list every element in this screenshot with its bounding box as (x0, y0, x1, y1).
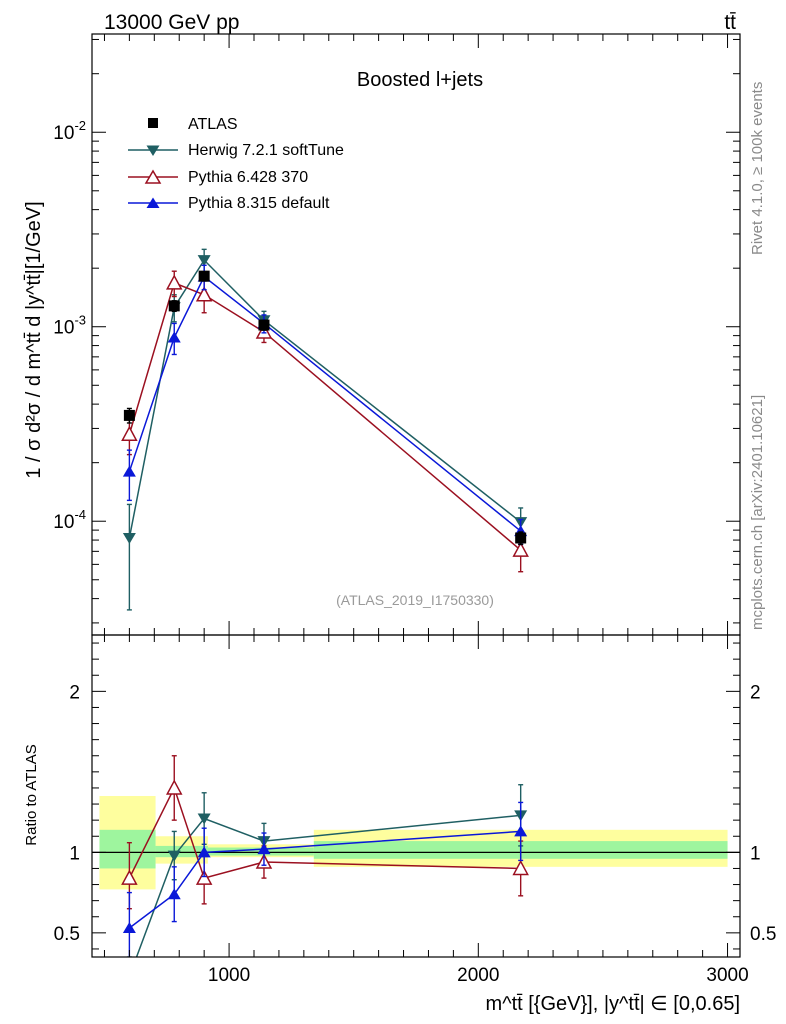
series-line-pythia8 (128, 275, 522, 532)
data-point-pythia6 (121, 425, 138, 442)
ratio-frame (91, 634, 741, 958)
series-line-herwig (128, 258, 522, 539)
ratio-point-pythia6 (165, 779, 183, 795)
error-bar-herwig (126, 503, 132, 611)
ratio-point-herwig (123, 971, 136, 982)
data-point-atlas (515, 532, 527, 544)
legend-entry-atlas: ATLAS (148, 116, 238, 133)
legend-label-pythia6: Pythia 6.428 370 (188, 169, 308, 186)
main-title: Boosted l+jets (357, 69, 483, 91)
ratio-series-group (121, 755, 529, 982)
ratio-y-axis-label: Ratio to ATLAS (23, 744, 40, 845)
legend-marker-pythia8 (146, 197, 160, 208)
legend-label-pythia8: Pythia 8.315 default (188, 195, 330, 212)
legend-label-herwig: Herwig 7.2.1 softTune (188, 142, 344, 159)
x-tick-label: 2000 (457, 965, 499, 986)
series-line-pythia6 (128, 281, 522, 551)
ratio-series-pythia6 (121, 755, 529, 910)
ratio-y-tick-label-right: 2 (750, 682, 761, 703)
ratio-error-bar-herwig (126, 956, 132, 957)
ratio-point-pythia6 (195, 869, 213, 885)
analysis-watermark: (ATLAS_2019_I1750330) (336, 592, 494, 608)
data-point-pythia8 (167, 331, 181, 343)
ratio-point-pythia8 (197, 846, 211, 858)
legend-marker-herwig (146, 145, 160, 156)
legend-label-atlas: ATLAS (188, 116, 238, 133)
data-point-atlas (258, 319, 270, 331)
ratio-plot-content (92, 755, 740, 982)
data-point-atlas (123, 409, 135, 421)
data-point-atlas (168, 300, 180, 312)
main-y-axis-label: 1 / σ d²σ / d m^tt̄ d |y^tt̄|[1/GeV] (23, 201, 45, 478)
x-tick-label: 3000 (706, 965, 748, 986)
mcplots-label: mcplots.cern.ch [arXiv:2401.10621] (749, 395, 766, 630)
data-point-herwig (197, 255, 211, 267)
uncertainty-band-inner (155, 845, 208, 858)
main-plot-panel: Boosted l+jets (ATLAS_2019_I1750330) 1 /… (23, 33, 741, 636)
ratio-point-pythia8 (167, 888, 181, 900)
ratio-point-pythia8 (514, 825, 528, 837)
uncertainty-band-inner (99, 829, 156, 869)
series-herwig (122, 248, 528, 611)
data-point-atlas (198, 270, 210, 282)
rivet-label: Rivet 4.1.0, ≥ 100k events (749, 82, 766, 255)
main-y-tick-label: 10-3 (53, 313, 86, 339)
data-point-pythia6 (512, 541, 529, 557)
ratio-series-pythia8 (122, 801, 528, 957)
ratio-point-herwig (197, 813, 211, 825)
legend-entry-pythia8: Pythia 8.315 default (128, 195, 330, 212)
header-left: 13000 GeV pp (104, 11, 239, 34)
legend: ATLAS Herwig 7.2.1 softTune Pythia 6.428… (128, 116, 344, 212)
main-y-tick-label: 10-4 (53, 507, 86, 533)
ratio-point-pythia8 (122, 922, 136, 934)
legend-entry-herwig: Herwig 7.2.1 softTune (128, 142, 344, 159)
ratio-y-tick-label-left: 1 (69, 843, 80, 864)
legend-marker-pythia6 (144, 169, 162, 184)
series-atlas (123, 270, 527, 546)
legend-marker-atlas (148, 118, 158, 128)
ratio-axis-ticks: 0.5 0.5 1 1 2 2 1000 2000 3000 (54, 635, 776, 986)
legend-entry-pythia6: Pythia 6.428 370 (128, 169, 308, 186)
main-plot-content (121, 248, 529, 611)
ratio-point-pythia6 (512, 859, 529, 876)
ratio-point-pythia6 (121, 869, 138, 885)
ratio-plot-panel: Ratio to ATLAS 0.5 0.5 1 1 2 2 1000 2000 3000 m^… (23, 634, 776, 1015)
data-point-pythia6 (165, 274, 183, 290)
main-y-tick-label: 10-2 (53, 118, 86, 144)
header-right: tt̄ (724, 11, 736, 34)
ratio-y-tick-label-right: 0.5 (750, 924, 776, 945)
data-point-herwig (122, 532, 136, 544)
x-tick-label: 1000 (208, 965, 250, 986)
ratio-point-herwig (167, 850, 181, 862)
ratio-y-tick-label-left: 2 (69, 682, 80, 703)
series-pythia6 (121, 270, 529, 573)
series-pythia8 (122, 264, 528, 546)
ratio-point-pythia8 (257, 843, 271, 855)
ratio-y-tick-label-left: 0.5 (54, 924, 80, 945)
x-axis-label: m^tt̄ [{GeV}], |y^tt̄| ∈ [0,0.65] (486, 993, 740, 1015)
ratio-y-tick-label-right: 1 (750, 843, 761, 864)
data-point-pythia8 (122, 465, 136, 477)
main-axis-ticks: 10-4 10-3 10-2 (53, 34, 740, 635)
data-point-pythia6 (195, 286, 213, 302)
